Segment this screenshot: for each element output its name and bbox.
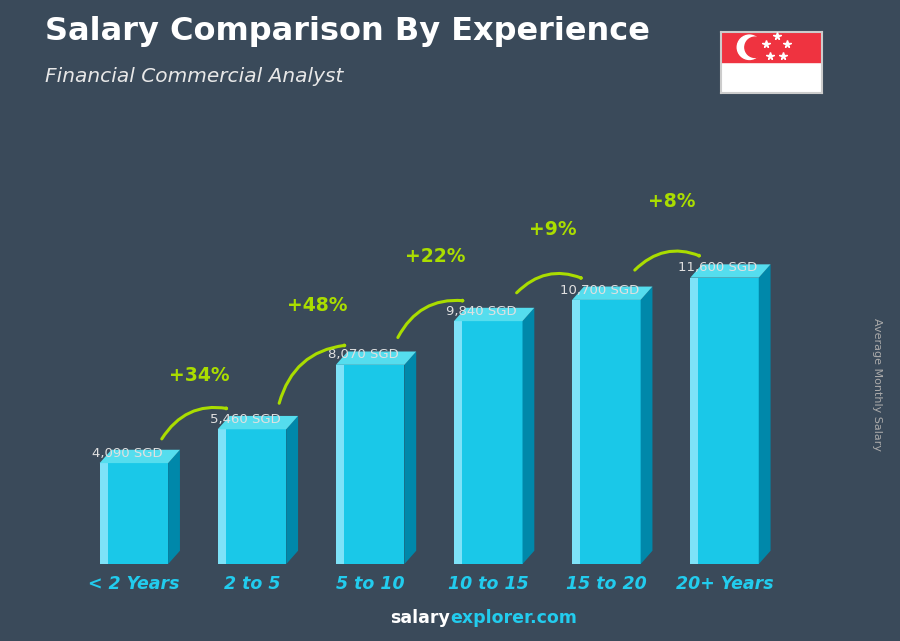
Polygon shape xyxy=(641,287,652,564)
Text: 4,090 SGD: 4,090 SGD xyxy=(92,447,162,460)
Polygon shape xyxy=(759,264,770,564)
Text: +22%: +22% xyxy=(405,247,465,265)
Text: +34%: +34% xyxy=(168,366,230,385)
Polygon shape xyxy=(523,308,535,564)
Text: Salary Comparison By Experience: Salary Comparison By Experience xyxy=(45,16,650,47)
Text: +48%: +48% xyxy=(287,296,347,315)
Bar xyxy=(336,365,344,564)
Text: +9%: +9% xyxy=(529,220,577,239)
Text: Average Monthly Salary: Average Monthly Salary xyxy=(872,318,883,451)
Bar xyxy=(572,300,580,564)
Circle shape xyxy=(737,35,761,60)
Text: 11,600 SGD: 11,600 SGD xyxy=(678,262,757,274)
FancyArrowPatch shape xyxy=(162,408,227,439)
Polygon shape xyxy=(218,416,298,429)
Bar xyxy=(218,429,226,564)
Bar xyxy=(572,300,641,564)
Bar xyxy=(100,463,108,564)
Polygon shape xyxy=(336,351,416,365)
Text: 9,840 SGD: 9,840 SGD xyxy=(446,304,517,318)
Polygon shape xyxy=(404,351,416,564)
Text: explorer.com: explorer.com xyxy=(450,609,577,627)
Bar xyxy=(218,429,286,564)
Text: salary: salary xyxy=(390,609,450,627)
Text: +8%: +8% xyxy=(648,192,695,211)
Bar xyxy=(690,278,698,564)
Bar xyxy=(721,32,823,63)
FancyArrowPatch shape xyxy=(634,251,699,270)
FancyArrowPatch shape xyxy=(279,345,345,403)
Polygon shape xyxy=(572,287,652,300)
Polygon shape xyxy=(690,264,770,278)
Polygon shape xyxy=(454,308,535,321)
Polygon shape xyxy=(100,450,180,463)
Bar xyxy=(454,321,523,564)
Polygon shape xyxy=(168,450,180,564)
Text: 8,070 SGD: 8,070 SGD xyxy=(328,349,399,362)
FancyArrowPatch shape xyxy=(398,300,463,338)
Bar xyxy=(690,278,759,564)
Bar xyxy=(336,365,404,564)
Text: 5,460 SGD: 5,460 SGD xyxy=(210,413,281,426)
Polygon shape xyxy=(286,416,298,564)
Text: Financial Commercial Analyst: Financial Commercial Analyst xyxy=(45,67,344,87)
Text: 10,700 SGD: 10,700 SGD xyxy=(560,283,639,297)
Bar xyxy=(100,463,168,564)
Bar xyxy=(454,321,463,564)
Circle shape xyxy=(745,37,765,58)
FancyArrowPatch shape xyxy=(517,274,581,293)
